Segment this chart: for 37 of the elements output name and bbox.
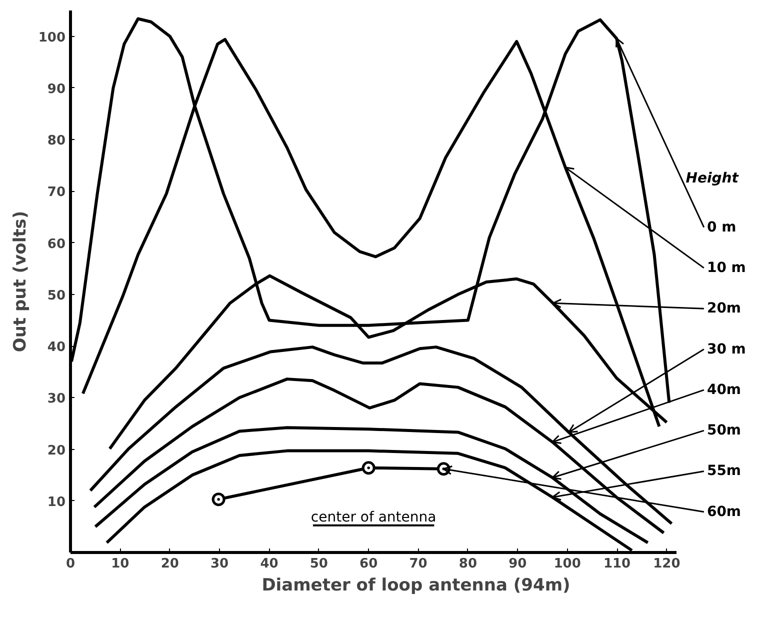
x-tick-label: 70 [409,556,428,572]
y-tick-label: 90 [47,82,66,97]
text: 55m [706,463,742,480]
text: 20m [706,300,742,317]
y-tick-label: 40 [47,340,66,356]
x-tick-label: 0 [66,556,76,572]
x-tick-label: 80 [458,556,478,572]
x-tick-label: 110 [603,556,631,572]
text: 50m [706,422,742,439]
text: 30 m [706,341,746,358]
x-tick-label: 20 [160,556,179,572]
x-axis-title: Diameter of loop antenna (94m) [262,576,570,596]
text: 10 m [706,260,746,276]
y-axis-title: Out put (volts) [10,210,30,352]
y-tick-label: 60 [47,236,66,252]
y-tick-label: 80 [47,134,66,149]
x-tick-label: 100 [554,556,581,572]
x-tick-label: 120 [653,556,680,572]
x-tick-label: 60 [360,556,378,572]
annotation: center of antenna [310,509,436,526]
y-tick-label: 10 [47,494,66,510]
x-tick-label: 10 [111,556,130,572]
text: 60m [706,504,742,520]
text: 0 m [706,219,736,236]
y-tick-label: 20 [47,443,66,458]
point [362,461,376,475]
y-tick-label: 100 [38,30,66,46]
legend-title: Height [686,170,740,187]
x-tick-label: 90 [508,556,527,572]
point [212,492,226,506]
y-tick-label: 30 [47,392,66,407]
x-tick-label: 30 [210,556,229,572]
x-tick-label: 50 [310,556,328,572]
y-tick-label: 70 [47,185,66,200]
text: 40m [706,382,742,398]
x-tick-label: 40 [260,556,278,572]
y-tick-label: 50 [47,288,66,304]
